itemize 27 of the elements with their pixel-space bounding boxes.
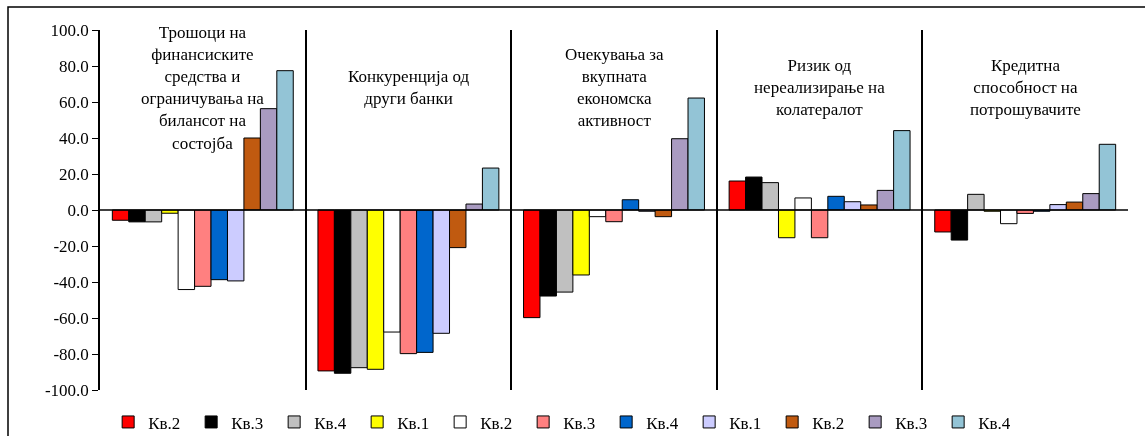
- y-tick-label: 40.0: [59, 128, 89, 148]
- legend-label: Кв.3: [895, 413, 928, 433]
- x-tick-label: Трошоци на финансиските средства и ограничувања на билансот на состојба: [141, 23, 265, 153]
- x-tick-label: Кредитна способност на потрошувачите: [970, 56, 1081, 120]
- legend-label: Кв.2: [480, 413, 513, 433]
- y-tick-label: 100.0: [50, 20, 89, 40]
- legend-label: Кв.2: [148, 413, 181, 433]
- y-tick-label: -80.0: [53, 344, 89, 364]
- y-tick-label: -40.0: [53, 272, 89, 292]
- y-tick-label: -60.0: [53, 308, 89, 328]
- x-tick-label: Конкуренција од други банки: [348, 67, 470, 109]
- y-tick-label: 0.0: [67, 200, 89, 220]
- legend-label: Кв.4: [314, 413, 347, 433]
- y-tick-label: 20.0: [59, 164, 89, 184]
- legend-label: Кв.1: [729, 413, 762, 433]
- y-tick-label: 80.0: [59, 56, 89, 76]
- legend-label: Кв.4: [978, 413, 1011, 433]
- y-tick-label: -20.0: [53, 236, 89, 256]
- legend-label: Кв.4: [646, 413, 679, 433]
- legend-label: Кв.3: [563, 413, 596, 433]
- x-tick-label: Очекувања за вкупната економска активност: [565, 45, 665, 131]
- y-tick-label: -100.0: [44, 380, 89, 400]
- x-tick-label: Ризик од нереализирање на колатералот: [754, 56, 886, 120]
- y-tick-label: 60.0: [59, 92, 89, 112]
- legend-label: Кв.3: [231, 413, 264, 433]
- legend-label: Кв.2: [812, 413, 845, 433]
- legend-label: Кв.1: [397, 413, 430, 433]
